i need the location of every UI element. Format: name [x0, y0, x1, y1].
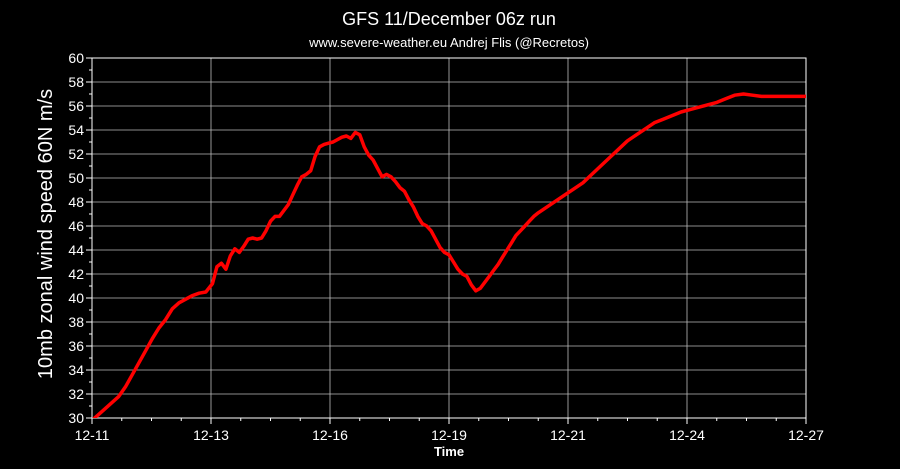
y-tick-label: 58: [68, 74, 84, 90]
y-tick-label: 46: [68, 218, 84, 234]
y-tick-label: 54: [68, 122, 84, 138]
y-tick-label: 34: [68, 362, 84, 378]
y-tick-label: 50: [68, 170, 84, 186]
y-axis-label: 10mb zonal wind speed 60N m/s: [35, 89, 57, 379]
x-tick-label: 12-19: [431, 427, 467, 443]
y-tick-label: 30: [68, 410, 84, 426]
x-tick-label: 12-27: [788, 427, 824, 443]
x-tick-label: 12-16: [312, 427, 348, 443]
y-tick-label: 60: [68, 50, 84, 66]
y-tick-label: 40: [68, 290, 84, 306]
y-tick-label: 44: [68, 242, 84, 258]
y-tick-label: 56: [68, 98, 84, 114]
axes: [86, 57, 807, 424]
x-tick-label: 12-13: [193, 427, 229, 443]
chart-subtitle: www.severe-weather.eu Andrej Flis (@Recr…: [308, 35, 589, 50]
x-axis-label: Time: [434, 444, 464, 459]
grid: [92, 57, 806, 418]
chart-title: GFS 11/December 06z run: [342, 9, 556, 29]
y-tick-label: 32: [68, 386, 84, 402]
x-tick-label: 12-24: [669, 427, 705, 443]
x-tick-label: 12-21: [550, 427, 586, 443]
series-line: [92, 92, 806, 418]
y-tick-label: 38: [68, 314, 84, 330]
y-tick-label: 42: [68, 266, 84, 282]
series-layer: [92, 92, 806, 418]
y-tick-label: 52: [68, 146, 84, 162]
x-tick-label: 12-11: [75, 427, 110, 443]
y-tick-label: 36: [68, 338, 84, 354]
y-tick-label: 48: [68, 194, 84, 210]
tick-labels: 30 32 34 36 38 40 42 44 46 48 50 52 54 56 58 60 12-11 12-…: [68, 50, 824, 443]
